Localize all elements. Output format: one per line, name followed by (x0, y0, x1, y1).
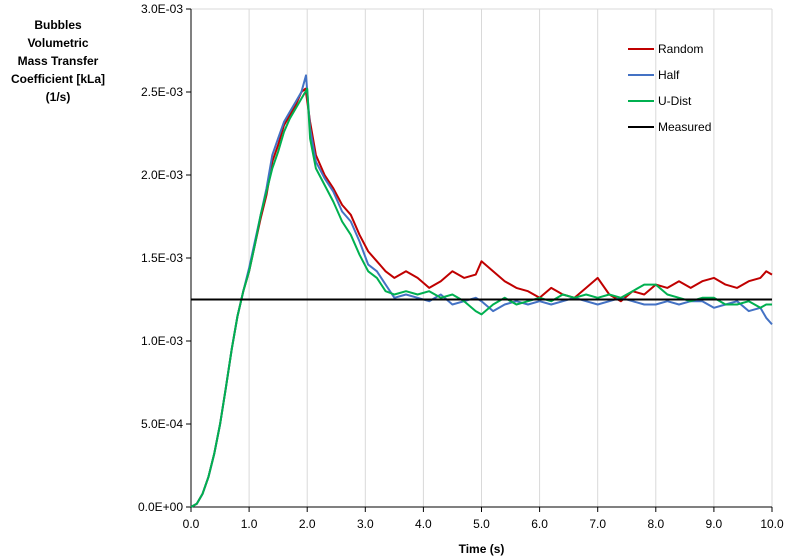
legend-entry: Half (658, 68, 680, 82)
x-tick-label: 7.0 (589, 517, 606, 531)
legend-entry: Random (658, 42, 703, 56)
y-axis-label-line-3: Mass Transfer (17, 54, 99, 68)
x-tick-label: 6.0 (531, 517, 548, 531)
y-axis-label-line-2: Volumetric (27, 36, 89, 50)
x-axis-title: Time (s) (459, 542, 505, 556)
y-tick-label: 1.0E-03 (141, 334, 183, 348)
series-line-u-dist (190, 87, 772, 508)
legend-entry: U-Dist (658, 94, 692, 108)
x-tick-label: 10.0 (760, 517, 784, 531)
y-tick-label: 5.0E-04 (141, 417, 183, 431)
y-tick-label: 3.0E-03 (141, 2, 183, 16)
x-tick-label: 9.0 (706, 517, 723, 531)
x-tick-label: 2.0 (299, 517, 316, 531)
x-tick-label: 1.0 (241, 517, 258, 531)
y-axis-label-line-4: Coefficient [kLa] (10, 72, 105, 86)
y-tick-label: 2.0E-03 (141, 168, 183, 182)
y-tick-label: 1.5E-03 (141, 251, 183, 265)
x-tick-label: 3.0 (357, 517, 374, 531)
y-axis-label-line-1: Bubbles (34, 18, 82, 32)
x-tick-label: 8.0 (647, 517, 664, 531)
y-axis-label: Bubbles Volumetric Mass Transfer Coeffic… (0, 16, 116, 106)
x-tick-label: 5.0 (473, 517, 490, 531)
y-tick-label: 0.0E+00 (138, 500, 183, 514)
x-tick-label: 4.0 (415, 517, 432, 531)
y-axis-label-line-5: (1/s) (45, 90, 71, 104)
y-tick-label: 2.5E-03 (141, 85, 183, 99)
legend-entry: Measured (658, 120, 711, 134)
x-tick-label: 0.0 (183, 517, 200, 531)
